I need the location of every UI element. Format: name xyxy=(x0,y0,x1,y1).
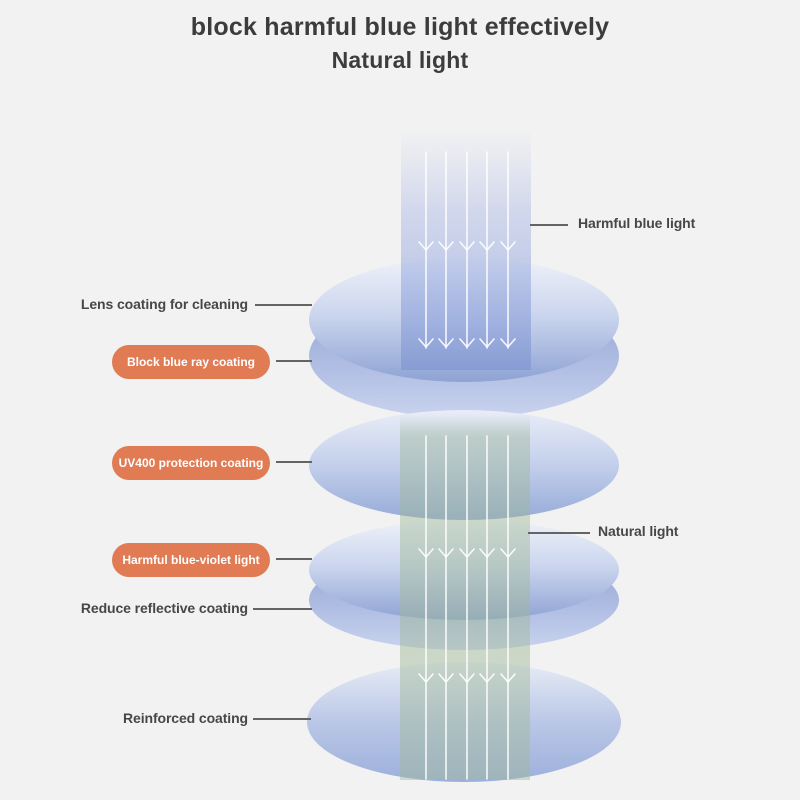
label-reduce-reflective: Reduce reflective coating xyxy=(80,600,248,616)
label-harmful-blue-light: Harmful blue light xyxy=(578,215,696,231)
leader-line xyxy=(255,304,312,306)
label-reinforced: Reinforced coating xyxy=(123,710,248,726)
badge-harmful-blue-violet: Harmful blue-violet light xyxy=(112,543,270,577)
label-natural-light: Natural light xyxy=(598,523,679,539)
page-title: block harmful blue light effectively xyxy=(190,13,610,41)
page-subtitle: Natural light xyxy=(331,47,469,73)
label-lens-coating-cleaning: Lens coating for cleaning xyxy=(80,296,248,312)
badge-block-blue-ray: Block blue ray coating xyxy=(112,345,270,379)
leader-line xyxy=(530,224,568,226)
light-arrows xyxy=(418,151,516,780)
leader-line xyxy=(276,461,312,463)
leader-line xyxy=(253,608,312,610)
leader-line xyxy=(276,558,312,560)
badge-uv400: UV400 protection coating xyxy=(112,446,270,480)
leader-line xyxy=(528,532,590,534)
leader-line xyxy=(253,718,311,720)
leader-line xyxy=(276,360,312,362)
natural-light-beam xyxy=(400,415,530,780)
